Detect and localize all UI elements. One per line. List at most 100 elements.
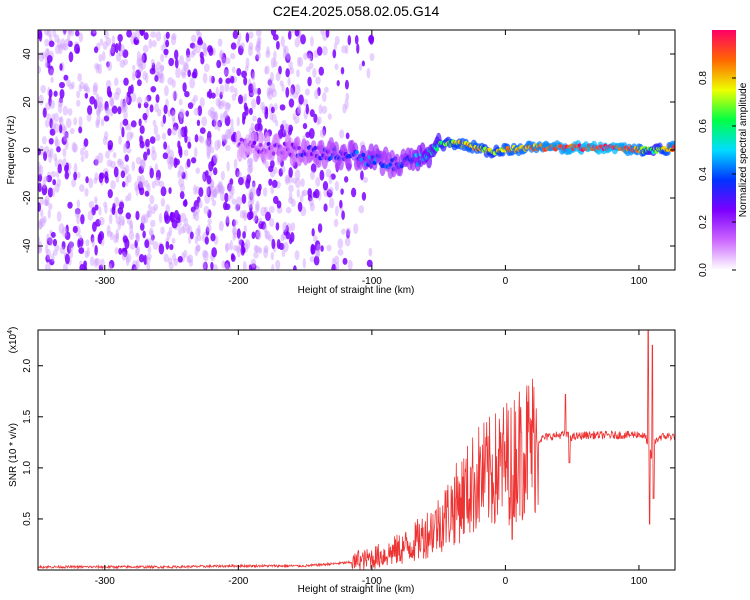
noise-dot xyxy=(344,79,349,90)
noise-dot xyxy=(153,124,159,136)
noise-dot xyxy=(206,146,212,157)
noise-dot xyxy=(243,102,248,111)
noise-dot xyxy=(285,176,289,184)
noise-dot xyxy=(189,231,194,240)
noise-dot xyxy=(269,218,275,228)
noise-dot xyxy=(64,131,69,139)
noise-dot xyxy=(267,79,273,86)
noise-dot xyxy=(308,53,313,62)
noise-dot xyxy=(154,75,159,82)
snr-multiplier-base: (x10 xyxy=(8,333,19,353)
noise-dot xyxy=(213,110,218,122)
noise-dot xyxy=(135,232,140,243)
noise-dot xyxy=(80,148,85,157)
noise-dot xyxy=(281,84,285,92)
noise-dot xyxy=(287,127,293,136)
noise-dot xyxy=(163,253,169,263)
noise-dot xyxy=(108,213,113,225)
noise-dot xyxy=(106,224,111,235)
noise-dot xyxy=(213,188,218,199)
noise-dot xyxy=(258,220,264,230)
noise-dot xyxy=(130,92,137,103)
noise-dot xyxy=(135,156,142,165)
noise-dot xyxy=(270,106,275,114)
noise-dot xyxy=(64,253,70,265)
noise-dot xyxy=(139,222,145,231)
noise-dot xyxy=(143,214,149,224)
snr-x-tick-label: 0 xyxy=(503,576,509,587)
noise-dot xyxy=(67,30,72,35)
noise-dot xyxy=(61,136,67,145)
noise-dot xyxy=(230,42,237,50)
noise-dot xyxy=(268,178,273,186)
noise-dot xyxy=(146,94,152,102)
noise-dot xyxy=(49,69,54,76)
noise-dot xyxy=(339,199,343,209)
noise-dot xyxy=(87,210,94,221)
noise-dot xyxy=(167,77,174,86)
noise-dot xyxy=(183,149,189,157)
noise-dot xyxy=(333,218,339,228)
noise-dot xyxy=(250,258,257,268)
noise-dot xyxy=(248,107,253,116)
noise-dot xyxy=(290,84,296,95)
spectrogram-x-tick-label: 100 xyxy=(631,276,648,287)
noise-dot xyxy=(189,42,196,49)
noise-dot xyxy=(207,109,212,117)
noise-dot xyxy=(73,117,78,126)
noise-dot xyxy=(85,239,90,247)
noise-dot xyxy=(256,37,261,47)
noise-dot xyxy=(210,110,216,121)
noise-dot xyxy=(261,105,266,115)
noise-dot xyxy=(99,38,104,46)
noise-dot xyxy=(178,117,184,125)
noise-dot xyxy=(294,250,300,261)
snr-y-tick-label: 1.0 xyxy=(22,460,33,474)
noise-dot xyxy=(195,227,201,237)
noise-dot xyxy=(244,65,249,72)
noise-dot xyxy=(178,177,185,188)
noise-dot xyxy=(89,256,95,267)
noise-dot xyxy=(184,217,189,227)
noise-dot xyxy=(74,208,81,218)
noise-dot xyxy=(220,185,225,194)
noise-dot xyxy=(161,132,167,140)
noise-dot xyxy=(139,54,145,63)
noise-dot xyxy=(287,77,291,86)
noise-dot xyxy=(340,188,344,195)
noise-dot xyxy=(187,102,194,110)
noise-dot xyxy=(284,123,289,135)
noise-dot xyxy=(225,242,231,251)
noise-dot xyxy=(139,125,145,134)
noise-dot xyxy=(94,196,98,204)
noise-dot xyxy=(48,96,52,107)
noise-dot xyxy=(339,129,345,139)
noise-dot xyxy=(302,98,308,107)
noise-dot xyxy=(340,67,345,75)
noise-dot xyxy=(225,102,232,110)
noise-dot xyxy=(58,223,65,234)
noise-dot xyxy=(123,109,128,121)
noise-dot xyxy=(155,31,162,42)
noise-dot xyxy=(57,98,64,108)
noise-dot xyxy=(113,234,118,244)
noise-dot xyxy=(267,77,273,87)
noise-dot xyxy=(248,188,254,198)
snr-frame xyxy=(37,329,676,571)
noise-dot xyxy=(107,90,113,98)
colorbar-tick-label: 0.0 xyxy=(698,263,709,277)
noise-dot xyxy=(316,118,320,126)
noise-dot xyxy=(78,32,84,43)
noise-dot xyxy=(61,240,66,250)
noise-dot xyxy=(150,219,156,228)
noise-dot xyxy=(52,249,58,256)
noise-dot xyxy=(45,113,52,121)
noise-dot xyxy=(160,226,165,235)
noise-dot xyxy=(101,51,106,62)
noise-dot xyxy=(162,114,167,124)
noise-dot xyxy=(84,187,89,197)
noise-dot xyxy=(78,234,83,241)
noise-dot xyxy=(251,231,256,240)
noise-dot xyxy=(206,142,212,151)
